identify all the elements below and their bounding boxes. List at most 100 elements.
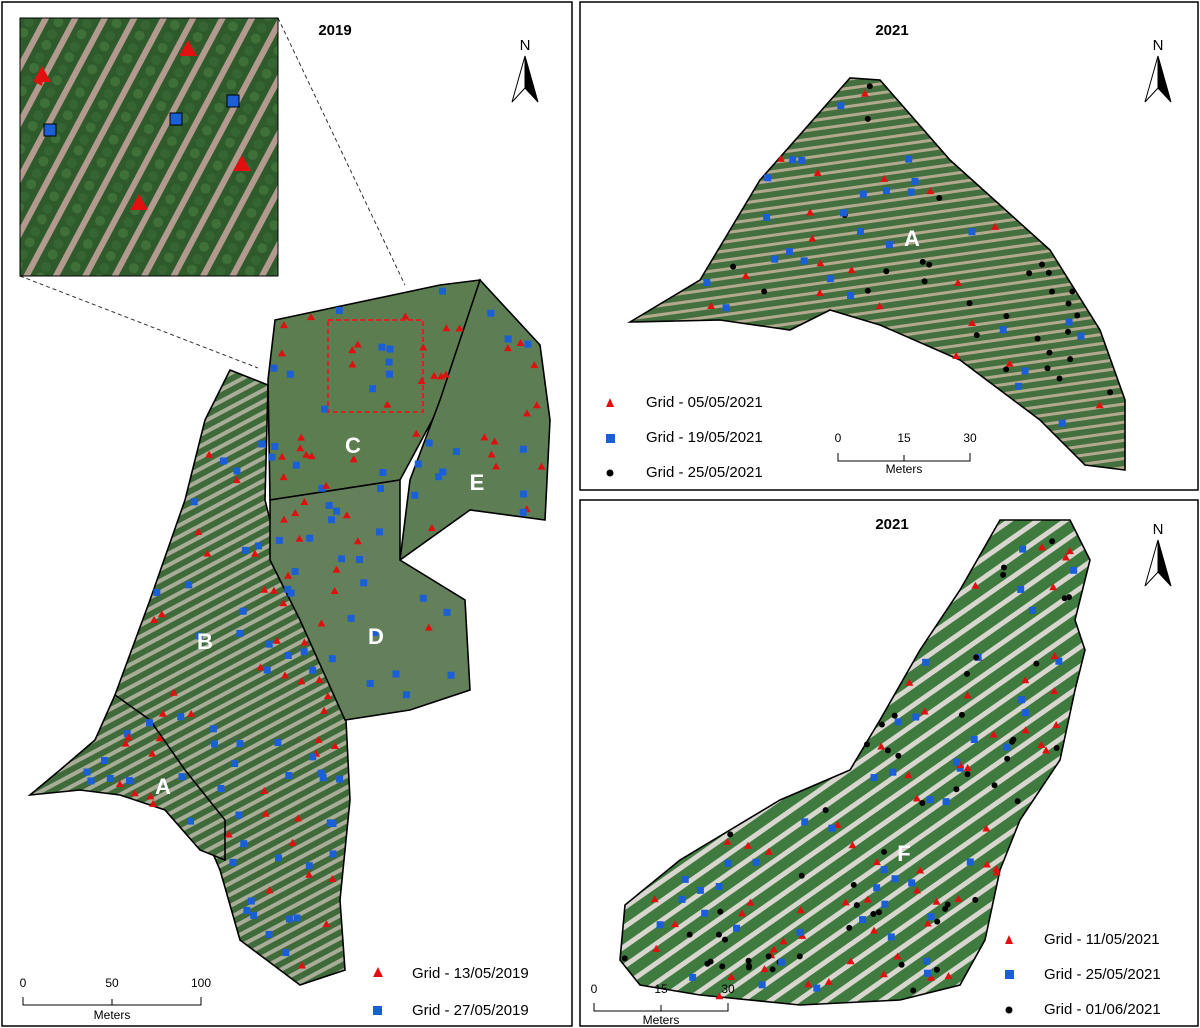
sample-point: [1019, 546, 1026, 553]
sample-point: [153, 589, 160, 596]
sample-point: [823, 807, 829, 813]
sample-point: [920, 259, 926, 265]
sample-point: [697, 887, 704, 894]
sample-point: [250, 912, 257, 919]
sample-point: [881, 901, 888, 908]
sample-point: [908, 879, 915, 886]
legend-label: Grid - 27/05/2019: [412, 1002, 529, 1019]
sample-point: [912, 714, 919, 721]
sample-point: [1003, 744, 1010, 751]
sample-point: [293, 462, 300, 469]
sample-point: [282, 949, 289, 956]
sample-point: [992, 782, 998, 788]
sample-point: [146, 719, 153, 726]
north-label: N: [1153, 521, 1164, 538]
sample-point: [487, 310, 494, 317]
sample-point: [786, 248, 793, 255]
sample-point: [264, 667, 271, 674]
sample-point: [883, 268, 889, 274]
sample-point: [266, 931, 273, 938]
sample-point: [1070, 567, 1077, 574]
sample-point: [964, 671, 970, 677]
sample-point: [285, 652, 292, 659]
inset-image: [20, 18, 278, 276]
sample-point: [789, 156, 796, 163]
sample-point: [847, 292, 854, 299]
panel-title: 2021: [875, 516, 908, 533]
sample-point: [185, 581, 192, 588]
sample-point: [301, 648, 308, 655]
zone-label: E: [470, 470, 485, 495]
zone-label: A: [904, 226, 920, 251]
sample-point: [953, 786, 959, 792]
sample-point: [1065, 329, 1071, 335]
sample-point: [520, 446, 527, 453]
sample-point: [854, 902, 860, 908]
sample-point: [716, 932, 722, 938]
sample-point: [236, 630, 243, 637]
legend-symbol: [607, 470, 614, 477]
sample-point: [764, 174, 771, 181]
sample-point: [967, 858, 974, 865]
sample-point: [386, 359, 393, 366]
sample-point: [426, 439, 433, 446]
legend-symbol: [606, 434, 615, 443]
sample-point: [84, 768, 91, 775]
north-label: N: [520, 37, 531, 54]
sample-point: [1035, 336, 1041, 342]
sample-point: [885, 747, 891, 753]
scale-tick: 0: [835, 431, 842, 445]
scale-tick: 15: [897, 431, 911, 445]
scale-tick: 30: [963, 431, 977, 445]
sample-point: [723, 304, 730, 311]
sample-point: [448, 672, 455, 679]
sample-point: [520, 509, 527, 516]
sample-point: [851, 882, 857, 888]
sample-point: [327, 819, 334, 826]
sample-point: [761, 289, 767, 295]
sample-point: [928, 913, 935, 920]
sample-point: [242, 547, 249, 554]
sample-point: [1044, 365, 1050, 371]
sample-point: [1039, 261, 1045, 267]
sample-point: [1022, 709, 1029, 716]
sample-point: [178, 773, 185, 780]
sample-point: [1003, 366, 1009, 372]
legend-symbol: [606, 398, 614, 407]
sample-point: [240, 840, 247, 847]
sample-point: [524, 341, 531, 348]
inset-marker: [227, 95, 239, 107]
sample-point: [881, 866, 888, 873]
sample-point: [177, 713, 184, 720]
sample-point: [191, 498, 198, 505]
sample-point: [719, 963, 725, 969]
scale-bar: [594, 1003, 728, 1011]
sample-point: [367, 680, 374, 687]
sample-point: [1069, 289, 1075, 295]
sample-point: [701, 910, 708, 917]
sample-point: [229, 859, 236, 866]
sample-point: [376, 528, 383, 535]
sample-point: [846, 925, 852, 931]
scale-tick: 0: [591, 982, 598, 996]
zoom-line: [20, 276, 258, 368]
sample-point: [972, 897, 978, 903]
sample-point: [453, 448, 460, 455]
sample-point: [622, 955, 628, 961]
zone-label: B: [197, 629, 213, 654]
legend-symbol: [1005, 935, 1013, 944]
sample-point: [1003, 313, 1009, 319]
sample-point: [444, 609, 451, 616]
sample-point: [746, 958, 752, 964]
sample-point: [799, 873, 805, 879]
sample-point: [876, 909, 882, 915]
sample-point: [411, 492, 418, 499]
sample-point: [703, 279, 710, 286]
sample-point: [753, 859, 760, 866]
sample-point: [865, 288, 871, 294]
sample-point: [505, 336, 512, 343]
sample-point: [797, 953, 803, 959]
sample-point: [687, 932, 693, 938]
sample-point: [274, 739, 281, 746]
sample-point: [107, 775, 114, 782]
